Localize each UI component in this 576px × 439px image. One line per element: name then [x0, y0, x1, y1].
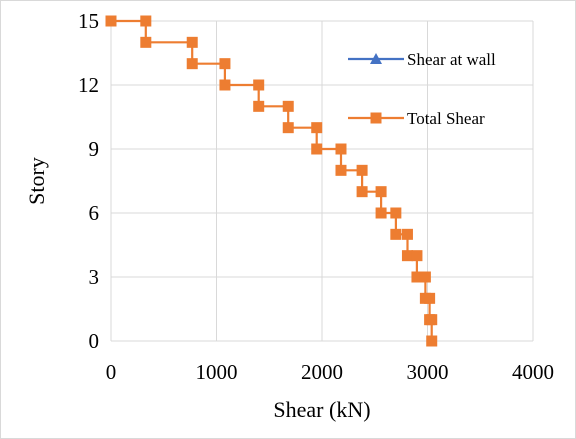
data-point — [424, 292, 436, 304]
legend-marker-triangle — [370, 53, 382, 64]
data-point — [186, 36, 198, 48]
data-point — [282, 100, 294, 112]
data-point — [426, 314, 438, 326]
data-point — [401, 228, 413, 240]
data-point — [411, 250, 423, 262]
data-point — [426, 335, 438, 347]
y-axis-title: Story — [24, 157, 49, 205]
y-tick-label: 6 — [89, 201, 100, 225]
data-point — [401, 250, 413, 262]
legend: Shear at wall Total Shear — [348, 50, 496, 128]
data-point — [253, 79, 265, 91]
data-point — [375, 186, 387, 198]
data-point — [356, 164, 368, 176]
data-point — [390, 228, 402, 240]
y-tick-label: 0 — [89, 329, 100, 353]
x-tick-label: 3000 — [407, 360, 449, 384]
data-point — [105, 15, 117, 27]
tick-labels: 0 1000 2000 3000 4000 0 3 6 9 12 15 — [78, 9, 554, 384]
data-point — [253, 100, 265, 112]
y-tick-label: 3 — [89, 265, 100, 289]
x-tick-label: 0 — [106, 360, 117, 384]
data-point — [311, 122, 323, 134]
data-point — [311, 143, 323, 155]
data-point — [356, 186, 368, 198]
data-point — [375, 207, 387, 219]
data-point — [335, 164, 347, 176]
data-point — [140, 36, 152, 48]
data-point — [140, 15, 152, 27]
data-point — [390, 207, 402, 219]
x-axis-title: Shear (kN) — [273, 397, 370, 422]
series-layer — [105, 15, 438, 347]
x-tick-label: 2000 — [301, 360, 343, 384]
data-point — [411, 271, 423, 283]
legend-marker-square — [370, 112, 382, 124]
legend-label: Shear at wall — [407, 50, 496, 69]
data-point — [282, 122, 294, 134]
y-tick-label: 9 — [89, 137, 100, 161]
x-tick-label: 1000 — [196, 360, 238, 384]
data-point — [219, 58, 231, 70]
data-point — [219, 79, 231, 91]
y-tick-label: 15 — [78, 9, 99, 33]
data-point — [186, 58, 198, 70]
x-tick-label: 4000 — [512, 360, 554, 384]
y-tick-label: 12 — [78, 73, 99, 97]
legend-label: Total Shear — [407, 109, 485, 128]
data-point — [335, 143, 347, 155]
data-point — [419, 271, 431, 283]
